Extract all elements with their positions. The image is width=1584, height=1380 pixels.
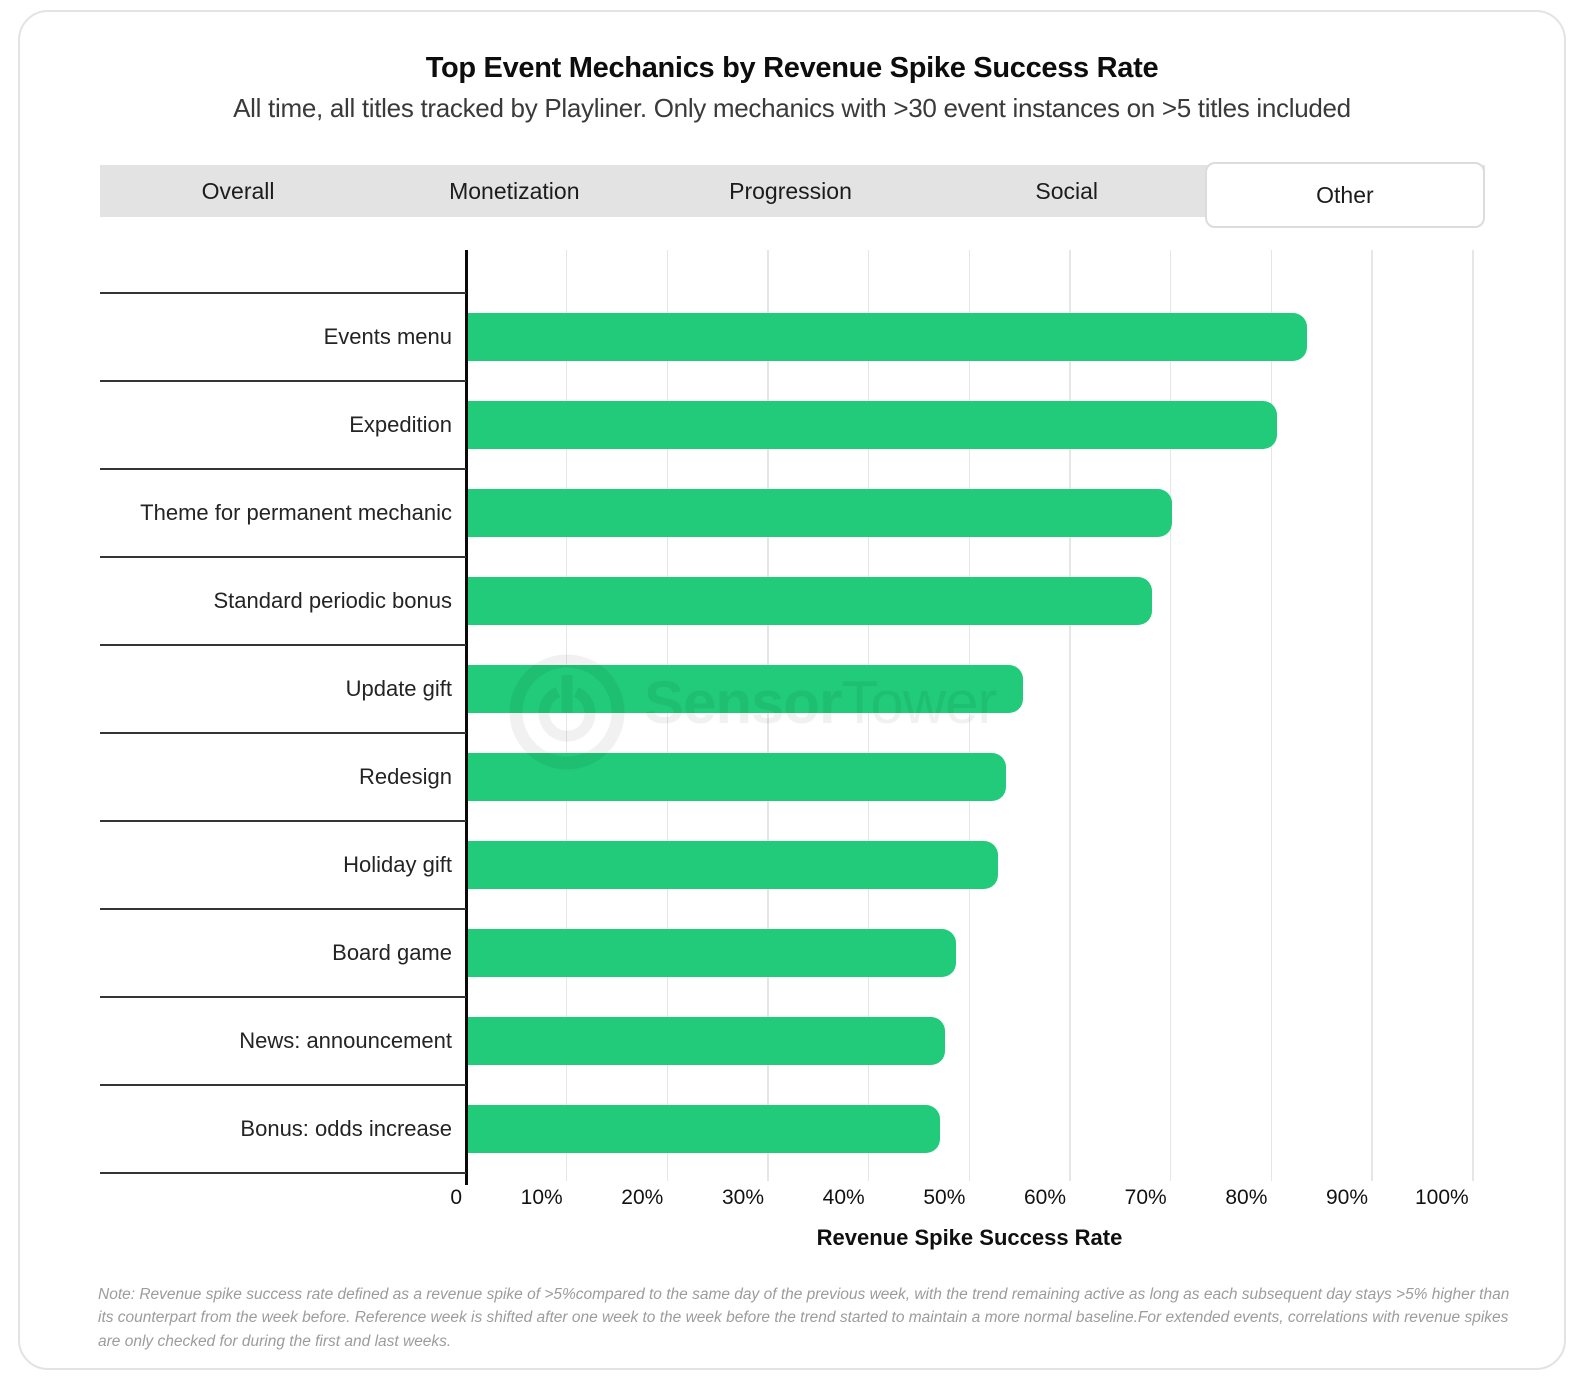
x-tick-label: 20% xyxy=(621,1186,664,1209)
bar[interactable] xyxy=(466,753,1006,801)
gridline xyxy=(565,250,568,1181)
bar[interactable] xyxy=(466,577,1152,625)
x-tick-label: 70% xyxy=(1124,1186,1167,1209)
row-separator xyxy=(100,908,466,910)
x-tick-label: 80% xyxy=(1225,1186,1268,1209)
gridline xyxy=(767,250,769,1181)
x-tick-label: 100% xyxy=(1414,1186,1469,1209)
bar[interactable] xyxy=(466,1017,946,1065)
gridline xyxy=(968,250,971,1181)
category-label: Standard periodic bonus xyxy=(213,588,453,613)
gridline xyxy=(867,250,870,1181)
row-separator xyxy=(100,1172,466,1174)
bar[interactable] xyxy=(466,313,1307,361)
row-separator xyxy=(100,820,466,822)
x-tick-label: 40% xyxy=(822,1186,865,1209)
tab-bar: Overall Monetization Progression Social Othe… xyxy=(100,162,1486,228)
bar[interactable] xyxy=(466,489,1172,537)
row-separator xyxy=(100,996,466,998)
row-separator xyxy=(100,556,466,558)
row-separator xyxy=(100,732,466,734)
bar[interactable] xyxy=(466,401,1278,449)
x-tick-label: 10% xyxy=(520,1186,563,1209)
x-tick-label: 90% xyxy=(1325,1186,1368,1209)
gridline xyxy=(666,250,669,1181)
gridline xyxy=(1270,250,1273,1181)
x-tick-label: 30% xyxy=(721,1186,764,1209)
x-tick-label: 0 xyxy=(450,1186,462,1209)
bar[interactable] xyxy=(466,665,1023,713)
category-label: Theme for permanent mechanic xyxy=(140,500,452,525)
tab-monetization[interactable]: Monetization xyxy=(449,177,580,204)
bar[interactable] xyxy=(466,929,957,977)
x-tick-label: 50% xyxy=(923,1186,966,1209)
row-separator xyxy=(100,380,466,382)
category-label: Holiday gift xyxy=(343,852,452,877)
x-axis-title: Revenue Spike Success Rate xyxy=(816,1225,1123,1250)
tab-social[interactable]: Social xyxy=(1035,177,1099,204)
category-label: Redesign xyxy=(359,764,452,789)
gridline xyxy=(1069,250,1071,1181)
tab-progression[interactable]: Progression xyxy=(729,177,852,204)
row-separator xyxy=(100,644,466,646)
tab-other[interactable]: Other xyxy=(1204,162,1486,228)
tab-overall[interactable]: Overall xyxy=(201,177,275,204)
y-axis-line xyxy=(464,250,468,1185)
category-label: Update gift xyxy=(345,676,452,701)
chart-subtitle: All time, all titles tracked by Playline… xyxy=(233,93,1351,123)
footnote: Note: Revenue spike success rate defined… xyxy=(98,1286,1510,1350)
category-label: Expedition xyxy=(349,412,452,437)
gridline xyxy=(1371,250,1373,1181)
category-label: Bonus: odds increase xyxy=(240,1116,452,1141)
row-separator xyxy=(100,468,466,470)
row-separator xyxy=(100,292,466,294)
bar[interactable] xyxy=(466,1105,941,1153)
category-label: News: announcement xyxy=(239,1028,452,1053)
bar[interactable] xyxy=(466,841,998,889)
x-tick-label: 60% xyxy=(1023,1186,1066,1209)
category-label: Board game xyxy=(332,940,452,965)
gridline xyxy=(1472,250,1474,1181)
chart-title: Top Event Mechanics by Revenue Spike Suc… xyxy=(425,52,1159,84)
row-separator xyxy=(100,1084,466,1086)
category-label: Events menu xyxy=(323,324,452,349)
gridline xyxy=(1169,250,1172,1181)
